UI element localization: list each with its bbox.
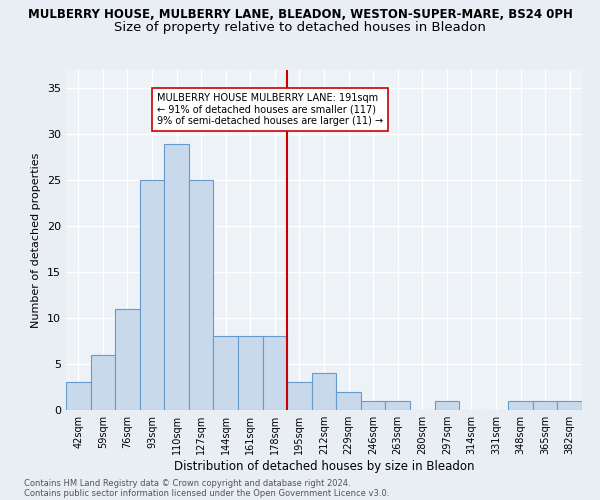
Bar [189,180,214,410]
Bar [508,401,533,410]
Bar [312,373,336,410]
Bar [557,401,582,410]
Bar [91,355,115,410]
Text: Contains HM Land Registry data © Crown copyright and database right 2024.: Contains HM Land Registry data © Crown c… [24,478,350,488]
Text: Size of property relative to detached houses in Bleadon: Size of property relative to detached ho… [114,21,486,34]
Bar [115,309,140,410]
Bar [533,401,557,410]
Y-axis label: Number of detached properties: Number of detached properties [31,152,41,328]
Text: MULBERRY HOUSE MULBERRY LANE: 191sqm
← 91% of detached houses are smaller (117)
: MULBERRY HOUSE MULBERRY LANE: 191sqm ← 9… [157,93,383,126]
Bar [385,401,410,410]
Bar [263,336,287,410]
Bar [140,180,164,410]
Bar [238,336,263,410]
Bar [164,144,189,410]
X-axis label: Distribution of detached houses by size in Bleadon: Distribution of detached houses by size … [174,460,474,473]
Bar [361,401,385,410]
Bar [214,336,238,410]
Text: Contains public sector information licensed under the Open Government Licence v3: Contains public sector information licen… [24,488,389,498]
Bar [336,392,361,410]
Bar [287,382,312,410]
Text: MULBERRY HOUSE, MULBERRY LANE, BLEADON, WESTON-SUPER-MARE, BS24 0PH: MULBERRY HOUSE, MULBERRY LANE, BLEADON, … [28,8,572,20]
Bar [66,382,91,410]
Bar [434,401,459,410]
